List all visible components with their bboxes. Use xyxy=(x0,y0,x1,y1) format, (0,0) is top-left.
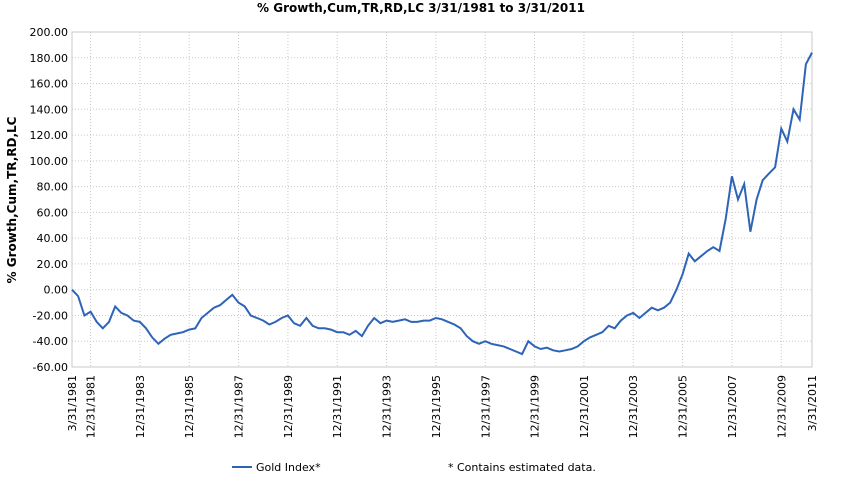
y-tick-label: 40.00 xyxy=(37,232,69,245)
x-tick-label: 12/31/1983 xyxy=(134,375,147,438)
y-tick-label: 80.00 xyxy=(37,181,69,194)
x-tick-label: 12/31/2007 xyxy=(726,375,739,438)
y-tick-label: 160.00 xyxy=(30,78,69,91)
y-tick-label: 20.00 xyxy=(37,258,69,271)
y-tick-label: -60.00 xyxy=(33,361,68,374)
y-tick-label: 180.00 xyxy=(30,52,69,65)
x-tick-label: 3/31/2011 xyxy=(806,375,819,431)
chart-title: % Growth,Cum,TR,RD,LC 3/31/1981 to 3/31/… xyxy=(257,1,585,15)
x-tick-label: 12/31/2001 xyxy=(578,375,591,438)
x-tick-label: 12/31/1999 xyxy=(529,375,542,438)
x-tick-label: 3/31/1981 xyxy=(66,375,79,431)
y-tick-label: 0.00 xyxy=(44,284,69,297)
legend-label: Gold Index* xyxy=(256,461,321,474)
plot-area xyxy=(71,31,813,368)
x-tick-label: 12/31/2003 xyxy=(627,375,640,438)
x-tick-label: 12/31/2009 xyxy=(775,375,788,438)
line xyxy=(71,52,813,356)
x-tick-label: 12/31/1989 xyxy=(282,375,295,438)
y-axis-label: % Growth,Cum,TR,RD,LC xyxy=(5,116,19,283)
x-tick-label: 12/31/1985 xyxy=(183,375,196,438)
y-tick-label: -20.00 xyxy=(33,309,68,322)
y-tick-label: 120.00 xyxy=(30,129,69,142)
x-tick-label: 12/31/1991 xyxy=(331,375,344,438)
x-tick-label: 12/31/1981 xyxy=(85,375,98,438)
y-tick-label: -40.00 xyxy=(33,335,68,348)
x-tick-label: 12/31/1993 xyxy=(381,375,394,438)
x-tick-label: 12/31/2005 xyxy=(677,375,690,438)
y-tick-label: 200.00 xyxy=(30,26,69,39)
y-tick-label: 140.00 xyxy=(30,103,69,116)
footnote: * Contains estimated data. xyxy=(448,461,596,474)
y-tick-label: 60.00 xyxy=(37,206,69,219)
x-tick-label: 12/31/1987 xyxy=(233,375,246,438)
x-tick-label: 12/31/1995 xyxy=(430,375,443,438)
y-tick-label: 100.00 xyxy=(30,155,69,168)
x-tick-label: 12/31/1997 xyxy=(479,375,492,438)
